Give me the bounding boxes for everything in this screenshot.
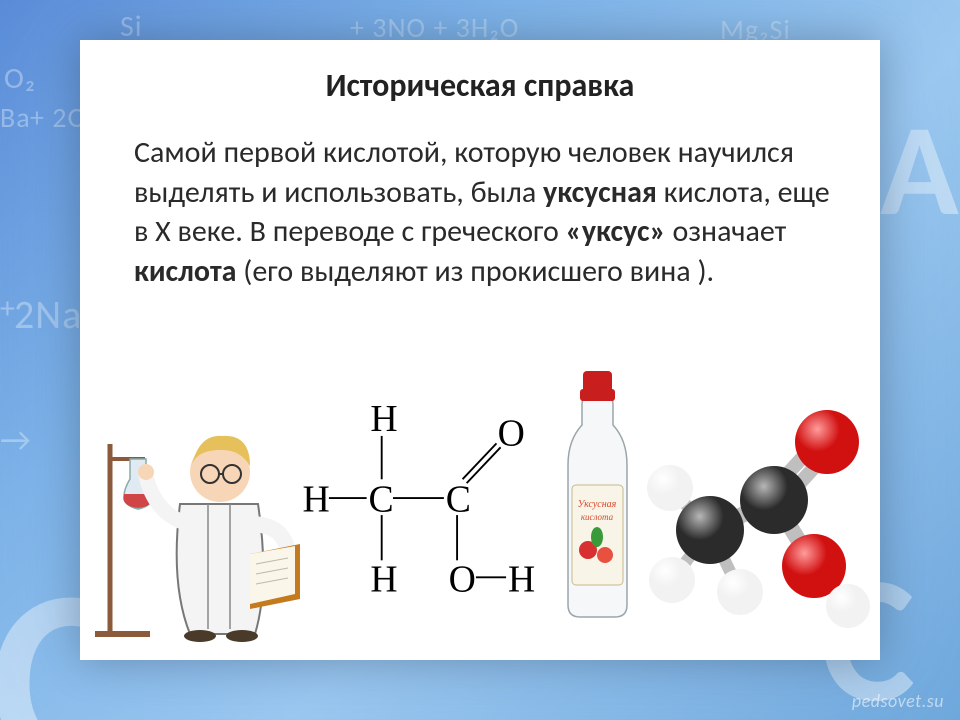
body-text-fragment: означает bbox=[666, 213, 787, 250]
illustrations-row: HHCHCOOH Уксуснаякислота bbox=[80, 350, 880, 650]
watermark: pedsovet.su bbox=[852, 690, 944, 712]
svg-text:H: H bbox=[370, 558, 397, 600]
bg-formula: O₂ bbox=[4, 60, 36, 97]
svg-text:O: O bbox=[498, 412, 525, 454]
svg-text:C: C bbox=[369, 478, 394, 520]
svg-text:Уксусная: Уксусная bbox=[578, 499, 617, 510]
slide-card: Историческая справка Самой первой кислот… bbox=[80, 40, 880, 660]
svg-text:O: O bbox=[449, 558, 476, 600]
svg-text:H: H bbox=[303, 478, 330, 520]
bg-formula: + bbox=[0, 290, 16, 327]
bold-term: кислота bbox=[134, 253, 237, 290]
bg-formula: → bbox=[0, 420, 32, 461]
molecule-3d bbox=[622, 380, 872, 640]
bg-formula: Ba bbox=[0, 100, 31, 135]
structural-formula: HHCHCOOH bbox=[295, 390, 540, 610]
svg-text:H: H bbox=[508, 558, 535, 600]
svg-text:C: C bbox=[446, 478, 471, 520]
chemist-illustration bbox=[90, 384, 300, 644]
slide-body-text: Самой первой кислотой, которую человек н… bbox=[134, 133, 834, 291]
bg-big-letter: A bbox=[880, 90, 960, 249]
slide-title: Историческая справка bbox=[124, 66, 836, 105]
bold-term: уксусная bbox=[543, 174, 657, 211]
bg-formula: 2Na bbox=[14, 290, 82, 339]
bold-term: «уксус» bbox=[566, 213, 666, 250]
svg-text:кислота: кислота bbox=[581, 512, 614, 522]
body-text-fragment: (его выделяют из прокисшего вина ). bbox=[237, 253, 715, 290]
svg-text:H: H bbox=[370, 398, 397, 440]
